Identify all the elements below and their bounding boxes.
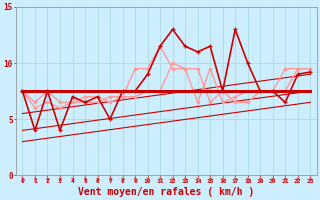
X-axis label: Vent moyen/en rafales ( km/h ): Vent moyen/en rafales ( km/h ) (78, 187, 254, 197)
